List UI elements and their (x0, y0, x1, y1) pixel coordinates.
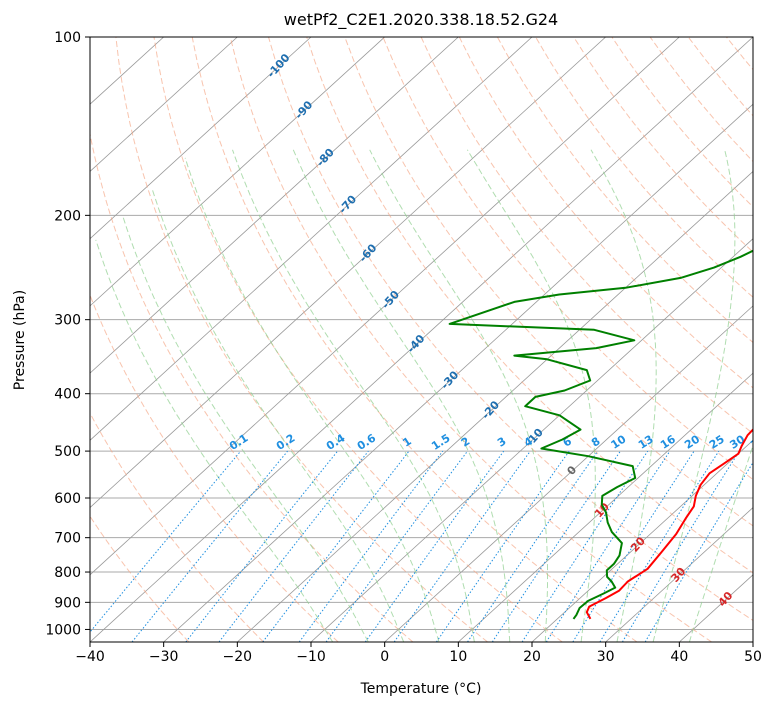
mixing-ratio-line (521, 450, 649, 642)
moist-adiabat (590, 149, 657, 642)
dry-adiabat (306, 37, 753, 574)
mixing-ratio-line (491, 450, 621, 642)
isotherm-line (90, 37, 753, 642)
y-tick-label: 700 (54, 531, 81, 547)
mixing-ratio-label: 36 (748, 432, 768, 451)
mixing-ratio-line (364, 450, 505, 642)
mixing-ratio-line (435, 450, 570, 642)
dry-adiabats (90, 37, 753, 642)
y-tick-label: 600 (54, 491, 81, 507)
mixing-ratio-line (393, 450, 531, 642)
dry-adiabat (458, 37, 753, 389)
plot-frame (89, 36, 754, 643)
y-axis-ticks: 100 200 300 400 500 600 700 800 900 1000 (45, 30, 90, 638)
moist-adiabat (95, 239, 334, 642)
x-tick-label: 20 (523, 649, 541, 665)
y-tick-label: 500 (54, 444, 81, 460)
mixing-ratio-line (298, 450, 444, 642)
mixing-ratio-line (545, 450, 671, 642)
moist-adiabat (652, 149, 736, 642)
mixing-ratio-line (218, 450, 369, 642)
isotherm-line (605, 507, 753, 642)
moist-adiabats (95, 149, 753, 642)
isotherm-line (384, 305, 753, 642)
x-tick-label: −10 (296, 649, 326, 665)
isotherm-line (90, 37, 238, 172)
x-tick-label: 50 (744, 649, 762, 665)
mixing-ratio-line (131, 450, 288, 642)
x-axis-label: Temperature (°C) (360, 681, 482, 697)
chart-title: wetPf2_C2E1.2020.338.18.52.G24 (284, 10, 558, 30)
moist-adiabat (184, 157, 440, 642)
dewpoint-profile-line (448, 249, 753, 620)
y-tick-label: 200 (54, 208, 81, 224)
y-tick-label: 1000 (45, 622, 81, 638)
dry-adiabat (153, 37, 563, 642)
isotherm-line (458, 372, 753, 642)
y-axis-label: Pressure (hPa) (12, 290, 28, 390)
dry-adiabat (90, 293, 339, 642)
isotherm-line (90, 37, 312, 240)
mixing-ratio-line (644, 461, 753, 642)
dry-adiabat (496, 37, 753, 344)
moist-adiabat (151, 188, 405, 642)
x-tick-label: 40 (670, 649, 688, 665)
mixing-ratio-line (467, 450, 599, 642)
moist-adiabat (466, 149, 596, 642)
isotherm-line (237, 170, 753, 642)
mixing-ratio-line (572, 450, 695, 642)
mixing-ratio-line (325, 450, 468, 642)
y-tick-label: 400 (54, 387, 81, 403)
y-tick-label: 900 (54, 595, 81, 611)
moist-adiabat (369, 149, 548, 642)
y-tick-label: 800 (54, 565, 81, 581)
x-tick-label: −40 (75, 649, 105, 665)
dry-adiabat (90, 131, 414, 642)
x-tick-label: 0 (380, 649, 389, 665)
isotherm-line (90, 37, 680, 576)
y-tick-label: 100 (54, 30, 81, 46)
x-tick-label: −30 (149, 649, 179, 665)
temperature-profile-line (585, 428, 753, 620)
dry-adiabat (535, 37, 753, 298)
isotherm-line (310, 238, 753, 642)
isotherm-line (163, 103, 753, 642)
mixing-ratio-line (621, 450, 740, 642)
x-axis-ticks: −40 −30 −20 −10 0 10 20 30 40 50 (75, 642, 762, 665)
isotherm-line (531, 439, 753, 642)
mixing-ratio-line (599, 450, 720, 642)
y-tick-label: 300 (54, 313, 81, 329)
dry-adiabat (268, 37, 753, 622)
x-tick-label: 10 (449, 649, 467, 665)
dry-adiabat (191, 37, 638, 642)
dry-adiabat (115, 37, 488, 642)
profile-series (448, 249, 753, 620)
x-tick-label: 30 (597, 649, 615, 665)
isotherm-line (90, 37, 385, 307)
moist-adiabat (122, 215, 369, 642)
isotherm-line (90, 37, 459, 374)
dry-adiabat (90, 515, 190, 642)
x-tick-label: −20 (223, 649, 253, 665)
skewed-isotherms (90, 37, 753, 642)
dry-adiabat (229, 37, 712, 642)
mixing-ratio-lines (90, 450, 753, 642)
mixing-ratio-line (262, 450, 410, 642)
isotherm-line (90, 37, 606, 509)
moist-adiabat (292, 149, 511, 642)
dry-adiabat (90, 412, 264, 642)
isotherm-line (90, 37, 533, 441)
